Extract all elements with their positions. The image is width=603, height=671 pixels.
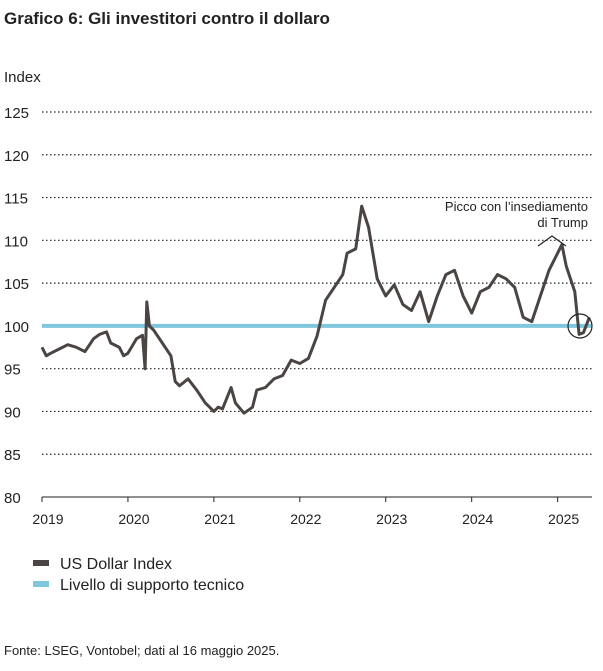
x-tick-label: 2020 bbox=[118, 511, 149, 527]
annotation: di Trump bbox=[537, 215, 588, 230]
x-tick-label: 2021 bbox=[204, 511, 235, 527]
y-tick-label: 90 bbox=[4, 404, 21, 421]
chart-title: Grafico 6: Gli investitori contro il dol… bbox=[4, 9, 330, 28]
annotation-arrow bbox=[537, 235, 567, 247]
x-tick-label: 2022 bbox=[290, 511, 321, 527]
y-tick-label: 110 bbox=[4, 233, 28, 250]
y-tick-label: 95 bbox=[4, 362, 21, 379]
y-tick-label: 85 bbox=[4, 447, 21, 464]
y-axis-label: Index bbox=[4, 69, 41, 86]
series-line bbox=[40, 204, 591, 415]
y-tick-label: 120 bbox=[4, 148, 29, 165]
y-tick-label: 80 bbox=[4, 490, 21, 507]
legend-label: US Dollar Index bbox=[60, 556, 172, 573]
y-tick-label: 115 bbox=[4, 191, 28, 208]
x-tick-label: 2023 bbox=[376, 511, 407, 527]
y-tick-label: 125 bbox=[4, 105, 29, 122]
legend-swatch bbox=[33, 560, 49, 566]
highlight-circle bbox=[567, 313, 593, 339]
annotation: Picco con l’insediamento bbox=[445, 199, 588, 214]
x-tick-label: 2019 bbox=[32, 511, 63, 527]
y-tick-label: 100 bbox=[4, 319, 29, 336]
y-tick-label: 105 bbox=[4, 276, 29, 293]
source: Fonte: LSEG, Vontobel; dati al 16 maggio… bbox=[4, 643, 279, 658]
legend-label: Livello di supporto tecnico bbox=[60, 577, 244, 594]
x-tick-label: 2024 bbox=[462, 511, 493, 527]
x-tick-label: 2025 bbox=[548, 511, 579, 527]
legend-swatch bbox=[33, 581, 49, 587]
